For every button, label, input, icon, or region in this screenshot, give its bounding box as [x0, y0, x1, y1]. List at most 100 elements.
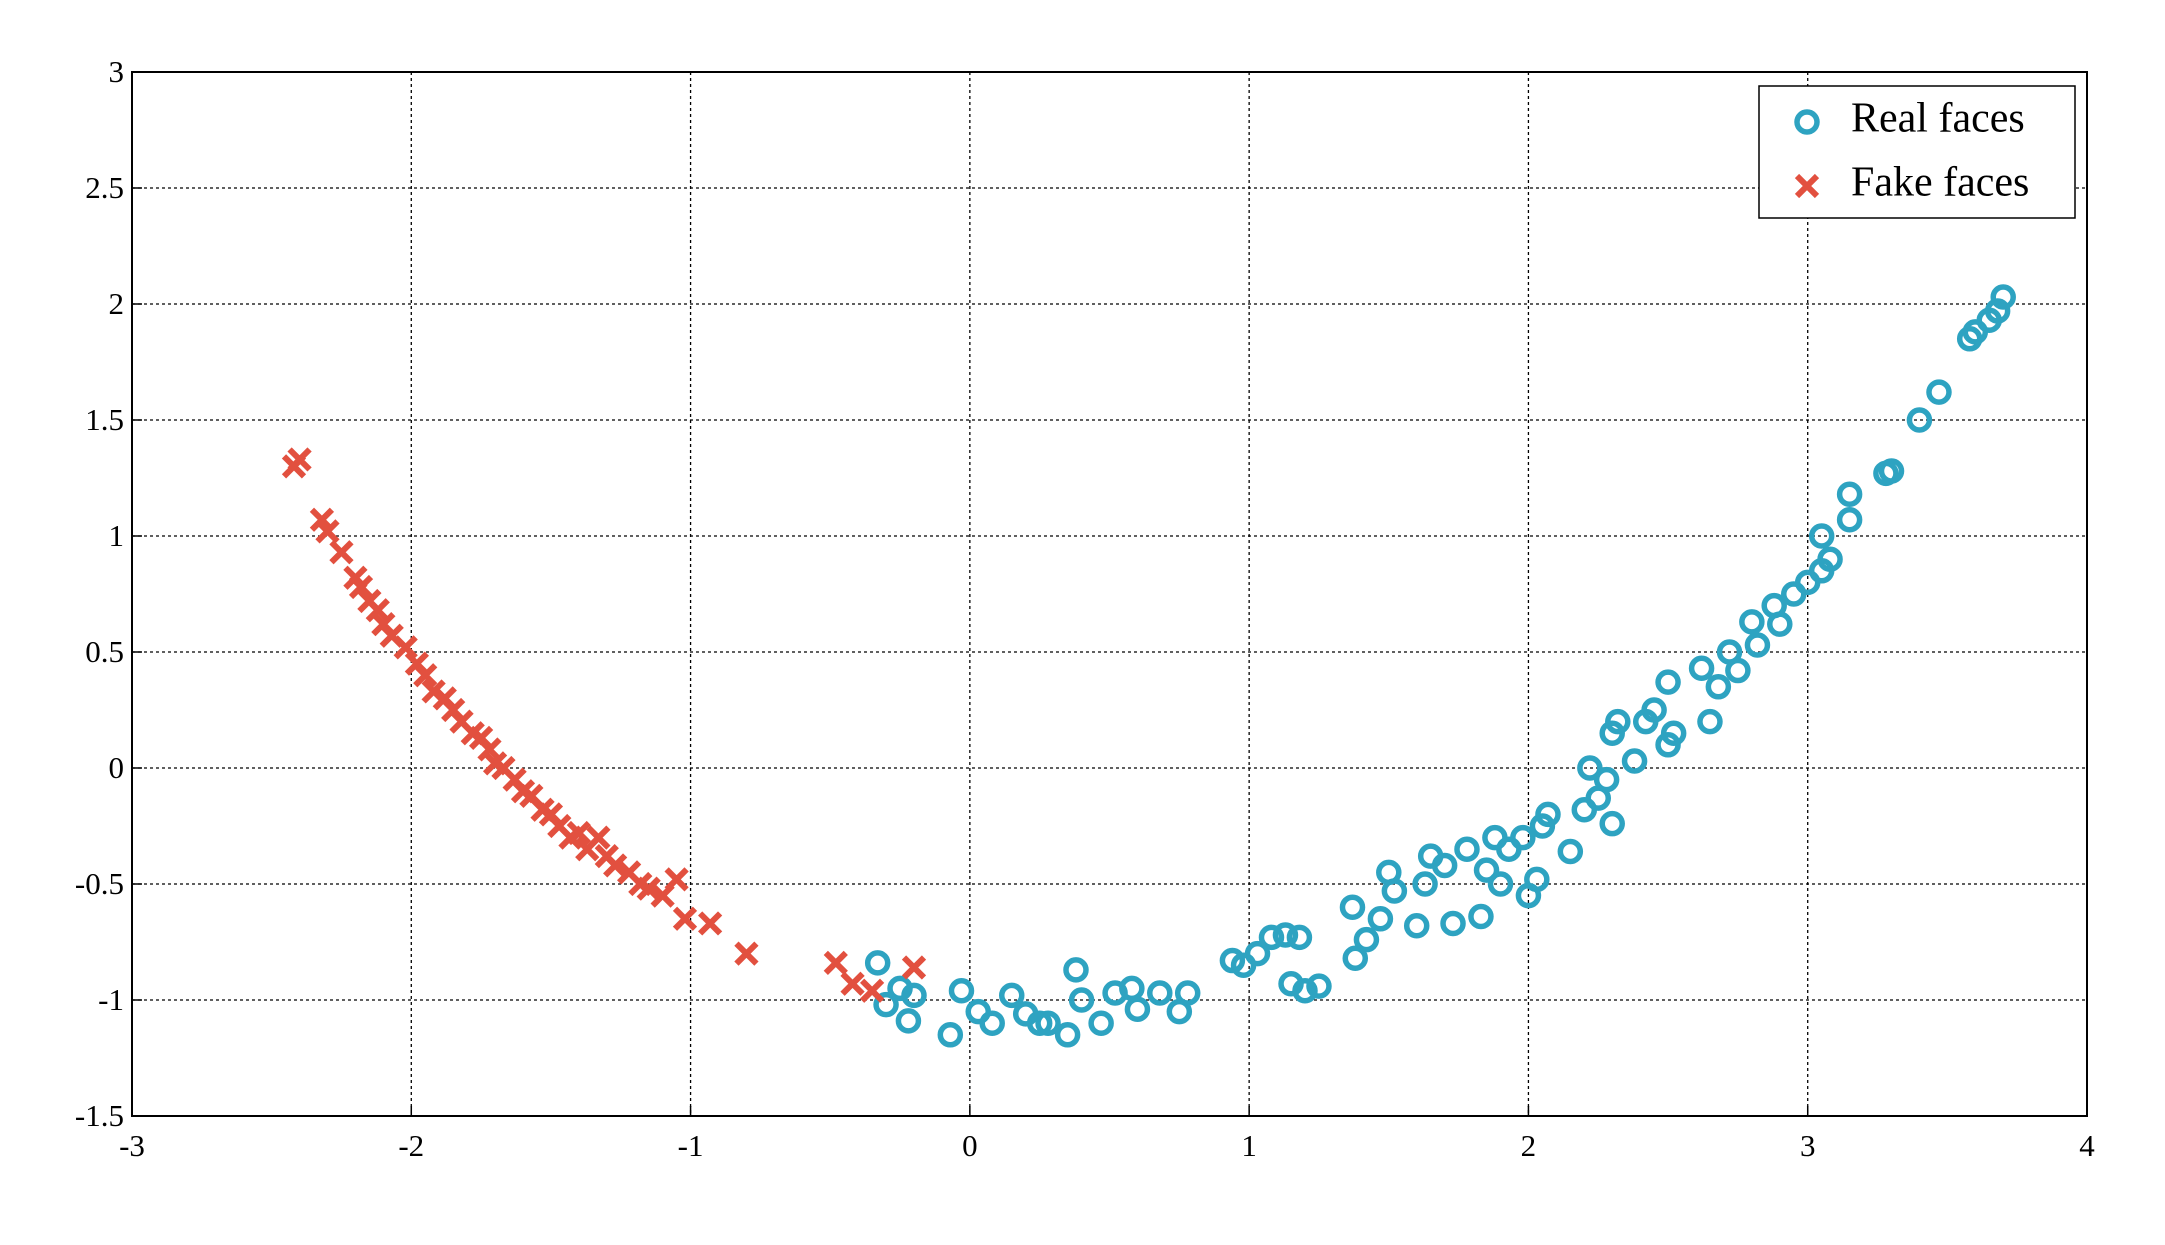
- circle-marker: [1817, 546, 1843, 572]
- circle-marker: [1088, 1010, 1114, 1036]
- circle-marker: [1381, 878, 1408, 904]
- x-tick-label: -3: [119, 1128, 145, 1163]
- y-tick-label: 2: [109, 286, 125, 321]
- circle-marker: [901, 982, 927, 1009]
- circle-marker: [1808, 523, 1835, 549]
- circle-marker: [1286, 924, 1313, 951]
- circle-marker: [1621, 748, 1648, 774]
- x-marker: [636, 876, 661, 901]
- circle-marker: [979, 1010, 1005, 1036]
- circle-marker: [1524, 866, 1550, 893]
- circle-marker: [1767, 611, 1793, 637]
- circle-marker: [1577, 755, 1603, 781]
- y-tick-label: 1: [109, 518, 125, 553]
- x-marker: [734, 941, 759, 966]
- x-marker: [586, 825, 611, 850]
- x-marker: [664, 867, 689, 892]
- circle-marker: [1510, 824, 1536, 851]
- circle-marker: [1468, 903, 1494, 930]
- circle-marker: [948, 977, 975, 1004]
- circle-marker: [1367, 906, 1394, 932]
- circle-marker: [1292, 977, 1318, 1004]
- circle-marker: [1403, 913, 1430, 939]
- x-marker: [840, 971, 865, 996]
- circle-marker: [1124, 996, 1151, 1023]
- circle-marker: [1557, 838, 1584, 865]
- legend-marker: [1794, 173, 1820, 199]
- circle-marker: [1353, 926, 1380, 953]
- circle-marker: [1655, 669, 1681, 695]
- circle-marker: [1926, 379, 1952, 405]
- circle-marker: [1688, 655, 1715, 681]
- x-marker: [477, 737, 502, 762]
- x-tick-label: 0: [962, 1128, 978, 1163]
- circle-marker: [1535, 801, 1561, 828]
- circle-marker: [1739, 609, 1765, 635]
- circle-marker: [1339, 894, 1366, 920]
- x-tick-label: -2: [398, 1128, 424, 1163]
- x-tick-label: 2: [1521, 1128, 1537, 1163]
- circle-marker: [1035, 1010, 1061, 1036]
- x-marker: [566, 820, 591, 846]
- legend-box: [1758, 85, 2076, 219]
- y-tick-label: 0.5: [85, 634, 124, 669]
- x-marker: [281, 454, 307, 479]
- circle-marker: [1605, 708, 1631, 735]
- circle-marker: [1697, 708, 1723, 735]
- circle-marker: [1487, 871, 1514, 897]
- legend-text: Real faces: [1851, 96, 2025, 142]
- circle-marker: [1068, 987, 1095, 1013]
- circle-marker: [1906, 407, 1933, 433]
- circle-marker: [1705, 674, 1732, 700]
- circle-marker: [1063, 957, 1089, 983]
- circle-marker: [1599, 810, 1625, 837]
- circle-marker: [1744, 632, 1771, 658]
- x-marker: [393, 635, 418, 660]
- circle-marker: [1836, 481, 1863, 507]
- circle-marker: [1984, 298, 2011, 324]
- circle-marker: [1054, 1022, 1081, 1048]
- x-marker: [315, 519, 340, 544]
- x-marker: [413, 663, 438, 688]
- circle-marker: [1990, 284, 2016, 310]
- y-tick-label: 2.5: [85, 170, 124, 205]
- circle-marker: [1440, 910, 1466, 937]
- circle-marker: [1258, 924, 1285, 951]
- circle-marker: [1473, 857, 1500, 883]
- x-tick-label: 4: [2079, 1128, 2095, 1163]
- x-marker: [329, 540, 354, 565]
- y-tick-label: 1.5: [85, 402, 124, 437]
- legend-marker: [1794, 109, 1820, 135]
- x-marker: [697, 911, 723, 936]
- x-marker: [901, 955, 927, 980]
- circle-marker: [1725, 657, 1751, 684]
- legend-text: Fake faces: [1851, 160, 2029, 206]
- circle-marker: [1593, 766, 1620, 793]
- x-tick-label: 1: [1241, 1128, 1257, 1163]
- circle-marker: [1878, 458, 1905, 484]
- x-marker: [365, 598, 390, 623]
- circle-marker: [895, 1008, 922, 1034]
- x-tick-label: -1: [678, 1128, 704, 1163]
- circle-marker: [1174, 980, 1201, 1006]
- x-tick-label: 3: [1800, 1128, 1816, 1163]
- circle-marker: [1412, 871, 1438, 897]
- circle-marker: [999, 982, 1025, 1009]
- y-tick-label: 3: [109, 54, 125, 89]
- y-tick-label: -0.5: [75, 866, 124, 901]
- x-marker: [823, 950, 848, 976]
- y-tick-label: 0: [109, 750, 125, 785]
- circle-marker: [1026, 1010, 1053, 1036]
- x-marker: [348, 574, 374, 600]
- circle-marker: [1641, 697, 1667, 723]
- plot-frame: [131, 71, 2088, 1117]
- circle-marker: [1660, 720, 1687, 746]
- circle-marker: [1836, 507, 1863, 533]
- x-marker: [859, 978, 885, 1003]
- circle-marker: [1431, 852, 1458, 879]
- circle-marker: [1454, 836, 1480, 862]
- circle-marker: [873, 991, 899, 1018]
- x-marker: [603, 853, 628, 878]
